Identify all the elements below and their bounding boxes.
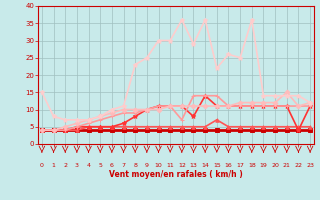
X-axis label: Vent moyen/en rafales ( km/h ): Vent moyen/en rafales ( km/h ) bbox=[109, 170, 243, 179]
